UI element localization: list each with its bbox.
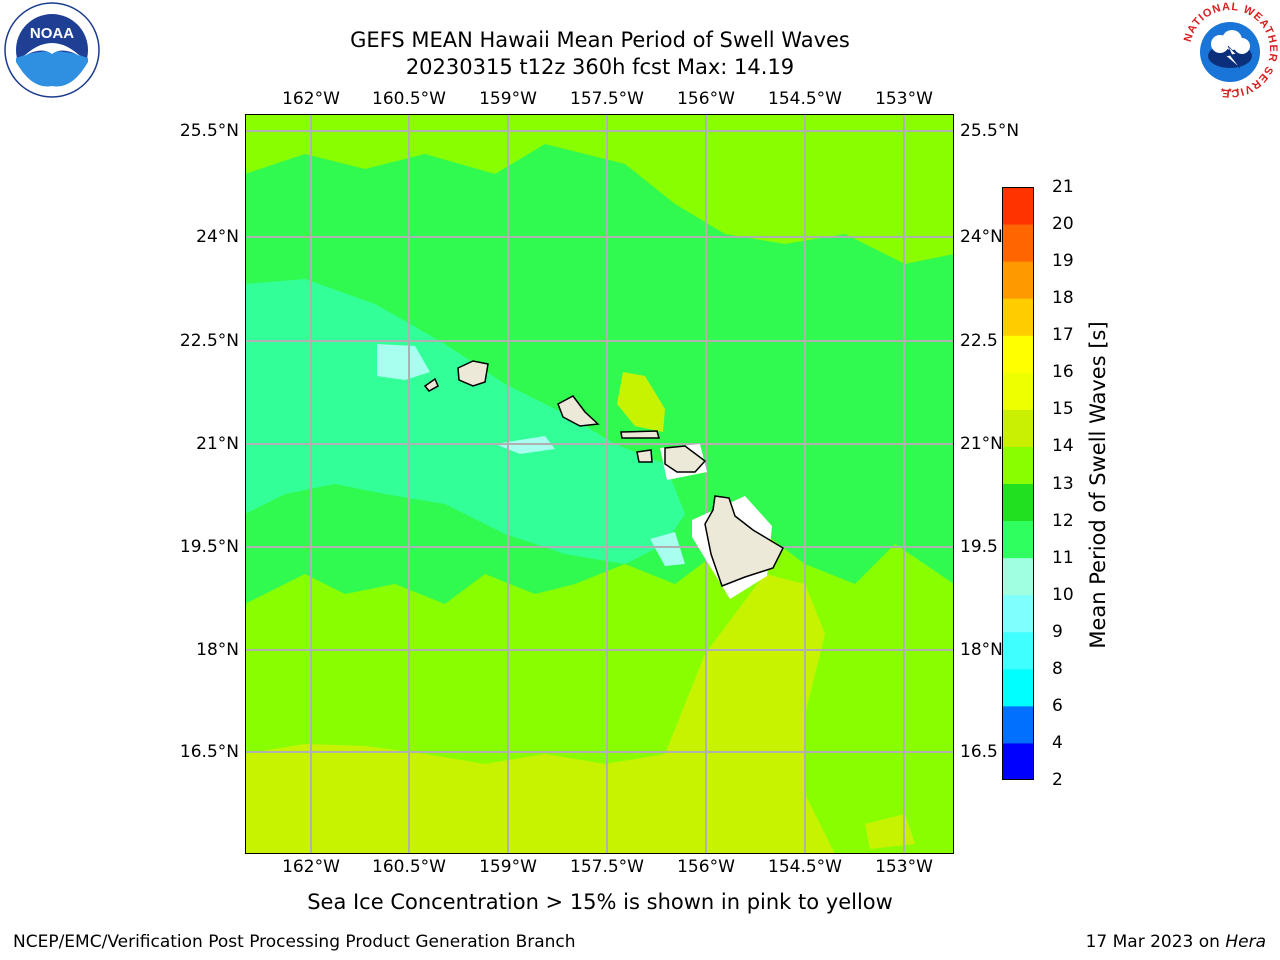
- colorbar-tick-label: 14: [1052, 436, 1074, 457]
- colorbar-tick-label: 20: [1052, 214, 1074, 235]
- colorbar-tick-label: 4: [1052, 732, 1063, 753]
- colorbar-swatch: [1002, 446, 1034, 484]
- swell-period-map: [245, 114, 954, 854]
- colorbar-swatch: [1002, 594, 1034, 633]
- kauai: [457, 360, 489, 387]
- field-13-14-patch: [865, 814, 915, 849]
- colorbar-swatch: [1002, 261, 1034, 299]
- svg-text:★ ★ ★: ★ ★ ★: [1220, 87, 1240, 94]
- colorbar-swatch: [1002, 557, 1034, 596]
- colorbar-tick-label: 13: [1052, 473, 1074, 494]
- niihau: [423, 377, 439, 392]
- colorbar-swatch: [1002, 335, 1034, 373]
- colorbar-tick-label: 21: [1052, 177, 1074, 197]
- lon-tick-top: 159°W: [479, 89, 537, 109]
- lat-tick-right: 22.5: [960, 331, 998, 351]
- lon-tick-bottom: 153°W: [875, 857, 933, 877]
- colorbar-tick-label: 15: [1052, 399, 1074, 420]
- colorbar-swatch: [1002, 298, 1034, 336]
- colorbar-swatch: [1002, 224, 1034, 262]
- colorbar-swatch: [1002, 372, 1034, 410]
- date-value: 17 Mar 2023 on: [1085, 932, 1226, 952]
- lat-tick-left: 18°N: [196, 640, 239, 660]
- lon-tick-bottom: 157.5°W: [570, 857, 644, 877]
- colorbar-tick-label: 18: [1052, 288, 1074, 309]
- lat-tick-right: 18°N: [960, 640, 1003, 660]
- colorbar-swatch: [1002, 668, 1034, 707]
- lon-tick-top: 154.5°W: [768, 89, 842, 109]
- lon-tick-bottom: 154.5°W: [768, 857, 842, 877]
- lon-tick-bottom: 159°W: [479, 857, 537, 877]
- lat-tick-left: 25.5°N: [179, 121, 239, 141]
- big-island: [704, 495, 784, 587]
- colorbar-swatch: [1002, 520, 1034, 559]
- colorbar-swatch: [1002, 742, 1034, 780]
- sea-ice-note: Sea Ice Concentration > 15% is shown in …: [307, 890, 893, 914]
- lon-tick-bottom: 160.5°W: [372, 857, 446, 877]
- map-panel[interactable]: [245, 114, 954, 854]
- colorbar-tick-label: 12: [1052, 510, 1074, 531]
- field-9-10-c: [650, 532, 685, 566]
- colorbar-tick-label: 11: [1052, 547, 1074, 568]
- colorbar: [1002, 187, 1034, 780]
- lon-tick-top: 153°W: [875, 89, 933, 109]
- colorbar-tick-label: 10: [1052, 584, 1074, 605]
- machine-name: Hera: [1225, 932, 1266, 952]
- field-10-11: [245, 279, 685, 564]
- lat-tick-left: 24°N: [196, 227, 239, 247]
- chart-title: GEFS MEAN Hawaii Mean Period of Swell Wa…: [350, 28, 850, 52]
- noaa-logo: NOAA: [4, 2, 100, 98]
- colorbar-swatch: [1002, 187, 1034, 225]
- field-9-10-a: [377, 344, 430, 380]
- lat-tick-right: 19.5: [960, 537, 998, 557]
- nws-logo: NATIONAL WEATHER SERVICE ★ ★ ★: [1182, 1, 1278, 99]
- field-13-14-north: [617, 372, 665, 432]
- lat-tick-right: 24°N: [960, 227, 1003, 247]
- lon-tick-bottom: 156°W: [677, 857, 735, 877]
- maui: [664, 445, 707, 473]
- colorbar-swatch: [1002, 483, 1034, 522]
- islands: [423, 360, 784, 587]
- field-13-14-south: [245, 574, 835, 854]
- graticule: [245, 114, 954, 854]
- svg-text:NOAA: NOAA: [30, 25, 74, 42]
- credit-text: NCEP/EMC/Verification Post Processing Pr…: [13, 932, 576, 952]
- lon-tick-top: 157.5°W: [570, 89, 644, 109]
- colorbar-tick-label: 6: [1052, 695, 1063, 716]
- colorbar-tick-label: 9: [1052, 621, 1063, 642]
- colorbar-swatch: [1002, 409, 1034, 447]
- lat-tick-right: 21°N: [960, 434, 1003, 454]
- colorbar-tick-label: 19: [1052, 251, 1074, 272]
- lat-tick-left: 19.5°N: [179, 537, 239, 557]
- oahu: [557, 395, 600, 427]
- date-text: 17 Mar 2023 on Hera: [1086, 932, 1266, 952]
- lat-tick-left: 16.5°N: [179, 742, 239, 762]
- lat-tick-left: 22.5°N: [179, 331, 239, 351]
- molokai: [620, 430, 660, 439]
- lon-tick-top: 162°W: [282, 89, 340, 109]
- lat-tick-left: 21°N: [196, 434, 239, 454]
- colorbar-tick-label: 8: [1052, 658, 1063, 679]
- lon-tick-bottom: 162°W: [282, 857, 340, 877]
- lon-tick-top: 156°W: [677, 89, 735, 109]
- chart-subtitle: 20230315 t12z 360h fcst Max: 14.19: [405, 55, 795, 79]
- colorbar-tick-label: 16: [1052, 362, 1074, 383]
- colorbar-swatch: [1002, 631, 1034, 670]
- lon-tick-top: 160.5°W: [372, 89, 446, 109]
- colorbar-tick-label: 2: [1052, 770, 1063, 790]
- lanai: [636, 449, 653, 463]
- colorbar-tick-label: 17: [1052, 325, 1074, 346]
- lat-tick-right: 25.5°N: [960, 121, 1020, 141]
- lat-tick-right: 16.5: [960, 742, 998, 762]
- colorbar-swatch: [1002, 705, 1034, 744]
- colorbar-title: Mean Period of Swell Waves [s]: [1086, 321, 1110, 649]
